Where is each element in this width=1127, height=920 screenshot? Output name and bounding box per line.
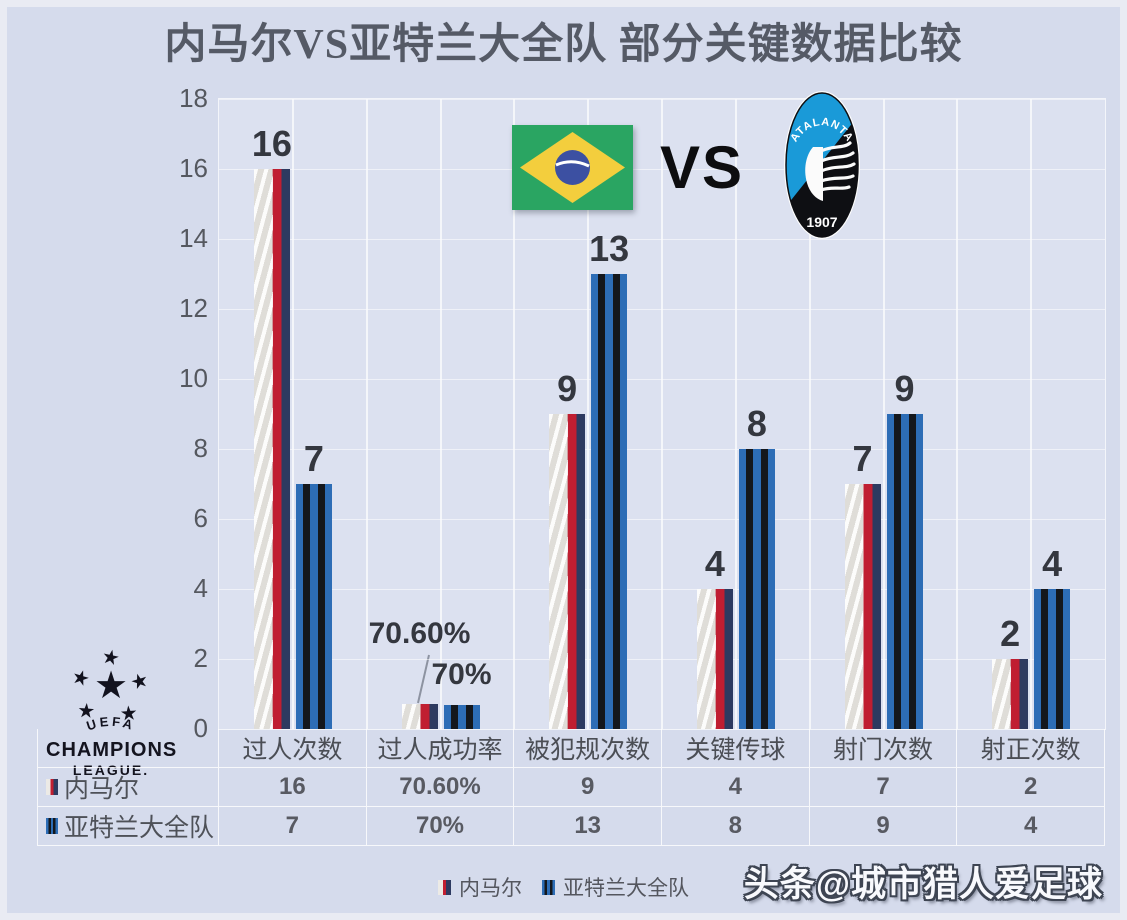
bar-neymar-4: [844, 484, 881, 729]
data-label: 2: [1000, 613, 1021, 655]
table-cell: 9: [514, 767, 662, 806]
table-cell: 16: [219, 767, 367, 806]
data-label: 7: [303, 438, 324, 480]
y-axis-tick-label: 14: [179, 223, 208, 253]
bar-atalanta-4: [886, 414, 923, 729]
plot-area: 16 70.60% 9 4 7 2 7 70% 13 8 9 4: [218, 98, 1106, 730]
table-corner-cell: [38, 729, 219, 767]
bar-atalanta-2: [591, 274, 628, 729]
data-label: 70%: [431, 658, 492, 691]
chart-legend: 内马尔 亚特兰大全队: [0, 872, 1127, 902]
stats-table: 过人次数 过人成功率 被犯规次数 关键传球 射门次数 射正次数 内马尔 16 70.60% 9 4 7…: [37, 729, 1105, 846]
table-cell: 4: [957, 806, 1105, 845]
uefa-starball-icon: ★ ★ ★ ★ ★ ★ UEFA: [65, 643, 155, 734]
bar-neymar-1: [401, 704, 438, 729]
data-label: 7: [852, 438, 873, 480]
bar-neymar-0: [253, 169, 290, 729]
data-label: 8: [746, 403, 767, 445]
bar-atalanta-0: [295, 484, 332, 729]
gridline-vertical: [1030, 99, 1033, 729]
legend-swatch-icon: [438, 879, 451, 895]
y-axis-tick-label: 2: [193, 643, 208, 673]
data-label: 13: [589, 228, 630, 270]
bar-neymar-3: [696, 589, 733, 729]
table-header-cell: 射门次数: [810, 729, 958, 767]
y-axis-tick-label: 12: [179, 293, 208, 323]
vs-label: VS: [660, 134, 745, 201]
gridline-vertical: [808, 99, 811, 729]
series-swatch-icon: [46, 818, 58, 834]
table-row-label: 内马尔: [38, 767, 219, 806]
data-label: 16: [251, 123, 292, 165]
table-cell: 7: [219, 806, 367, 845]
series-name: 亚特兰大全队: [64, 815, 215, 842]
gridline-vertical: [882, 99, 885, 729]
y-axis-tick-label: 4: [193, 573, 208, 603]
data-label: 4: [704, 543, 725, 585]
uefa-champions-text: CHAMPIONS: [46, 739, 178, 761]
y-axis-tick-label: 0: [193, 713, 208, 743]
uefa-league-text: LEAGUE.: [72, 762, 150, 778]
gridline-vertical: [956, 99, 959, 729]
table-row-label: 亚特兰大全队: [38, 806, 219, 845]
bar-atalanta-3: [738, 449, 775, 729]
table-cell: 4: [662, 767, 810, 806]
watermark: 头条@城市猎人爱足球: [743, 865, 1103, 904]
svg-text:UEFA: UEFA: [85, 714, 138, 734]
bar-atalanta-1: [443, 704, 480, 729]
table-cell: 8: [662, 806, 810, 845]
label-leader-line: [417, 654, 430, 704]
series-swatch-icon: [46, 779, 58, 795]
gridline-vertical: [587, 99, 590, 729]
legend-item: 内马尔: [438, 872, 522, 902]
table-cell: 7: [809, 767, 958, 806]
gridline-vertical: [734, 99, 737, 729]
table-cell: 70.60%: [366, 767, 515, 806]
svg-text:★: ★: [100, 643, 123, 670]
bar-neymar-2: [549, 414, 586, 729]
table-cell: 70%: [366, 806, 515, 845]
y-axis-tick-label: 16: [179, 153, 208, 183]
legend-label: 亚特兰大全队: [563, 876, 689, 900]
table-header-cell: 关键传球: [662, 729, 810, 767]
series-name: 内马尔: [64, 776, 140, 803]
brazil-flag-icon: [512, 125, 633, 210]
svg-text:★: ★: [94, 663, 128, 707]
svg-text:★: ★: [65, 664, 95, 692]
gridline-vertical: [439, 99, 442, 729]
legend-item: 亚特兰大全队: [542, 872, 689, 902]
legend-swatch-icon: [542, 879, 555, 895]
y-axis-tick-label: 18: [179, 83, 208, 113]
table-header-cell: 射正次数: [957, 729, 1105, 767]
data-label: 9: [557, 368, 578, 410]
bar-neymar-5: [992, 659, 1029, 729]
table-header-cell: 被犯规次数: [514, 729, 662, 767]
table-header-cell: 过人成功率: [367, 729, 515, 767]
svg-text:★: ★: [125, 667, 155, 695]
legend-label: 内马尔: [459, 876, 522, 900]
gridline-vertical: [513, 99, 516, 729]
gridline-vertical: [291, 99, 294, 729]
table-cell: 9: [809, 806, 958, 845]
uefa-logo: ★ ★ ★ ★ ★ ★ UEFA CHAMPIONS LEAGUE.: [46, 642, 176, 778]
table-header-cell: 过人次数: [219, 729, 367, 767]
data-label: 70.60%: [368, 616, 471, 650]
table-cell: 13: [514, 806, 662, 845]
chart-title: 内马尔VS亚特兰大全队 部分关键数据比较: [164, 22, 963, 68]
bar-atalanta-5: [1034, 589, 1071, 729]
svg-text:1907: 1907: [806, 214, 837, 230]
gridline-vertical: [365, 99, 368, 729]
y-axis-tick-label: 10: [179, 363, 208, 393]
gridline-vertical: [661, 99, 663, 729]
y-axis-tick-label: 6: [193, 503, 208, 533]
y-axis-tick-label: 8: [193, 433, 208, 463]
table-cell: 2: [957, 767, 1105, 806]
data-label: 9: [894, 368, 915, 410]
atalanta-crest-icon: ATALANTA 1907: [784, 91, 860, 239]
data-label: 4: [1042, 543, 1063, 585]
